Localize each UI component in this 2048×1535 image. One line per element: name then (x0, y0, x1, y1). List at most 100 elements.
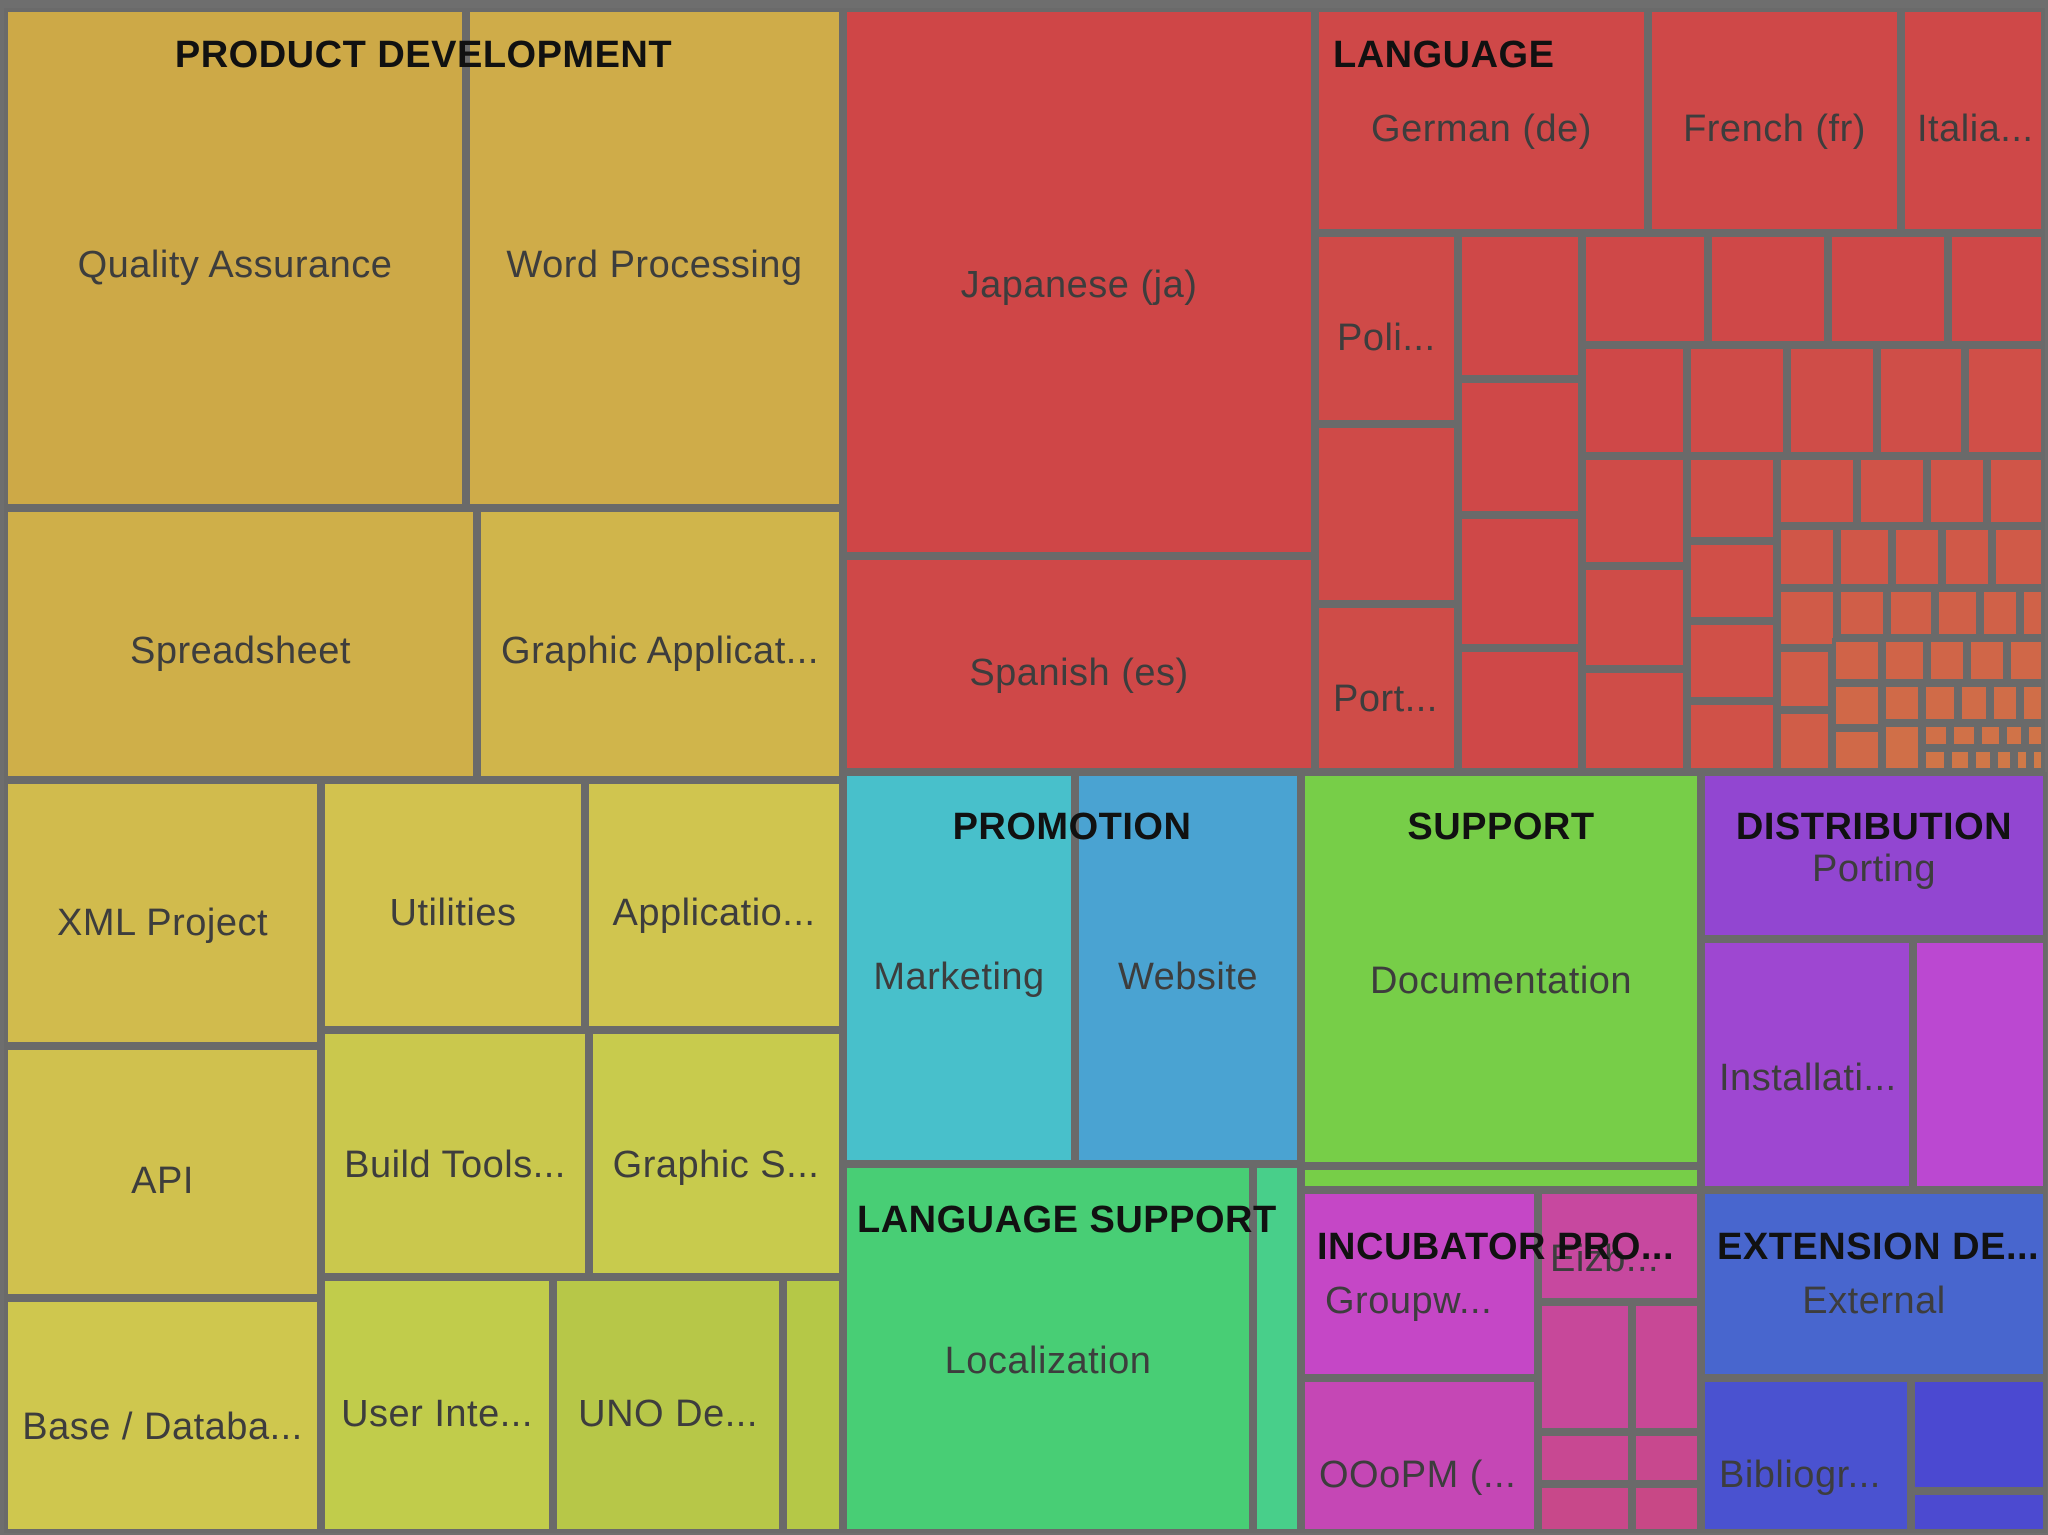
treemap-cell-external[interactable]: External (1701, 1190, 2047, 1378)
treemap-cell-language-minor[interactable] (1687, 621, 1777, 701)
treemap-cell-language-minor[interactable] (2007, 638, 2045, 683)
treemap-cell-support-minor[interactable] (1301, 1166, 1701, 1190)
treemap-cell-language-minor[interactable] (1922, 748, 1948, 772)
treemap-cell-german-de[interactable]: German (de) (1315, 8, 1648, 233)
treemap-cell-language-minor[interactable] (1832, 683, 1882, 728)
treemap-cell-marketing[interactable]: Marketing (843, 772, 1075, 1164)
treemap-cell-language-minor[interactable] (2025, 723, 2045, 748)
treemap-cell-language-minor[interactable] (1882, 638, 1927, 683)
treemap-cell-ooopm[interactable]: OOoPM (... (1301, 1378, 1538, 1533)
treemap-cell-language-minor[interactable] (2020, 683, 2045, 723)
treemap-cell-language-minor[interactable] (1687, 456, 1777, 541)
treemap-cell-japanese-ja[interactable]: Japanese (ja) (843, 8, 1315, 556)
treemap-cell-incubator-minor[interactable] (1632, 1484, 1701, 1533)
treemap-cell-language-minor[interactable] (2020, 588, 2045, 638)
treemap-cell-language-minor[interactable] (1987, 456, 2045, 526)
treemap-cell-utilities[interactable]: Utilities (321, 780, 585, 1030)
treemap-cell-language-minor[interactable] (1458, 648, 1582, 772)
treemap-cell-language-minor[interactable] (1458, 379, 1582, 515)
treemap-cell-build-tools[interactable]: Build Tools... (321, 1030, 589, 1277)
treemap-cell-uno-de[interactable]: UNO De... (553, 1277, 783, 1533)
treemap-cell-language-minor[interactable] (1777, 710, 1832, 772)
treemap-cell-language-minor[interactable] (1828, 233, 1948, 345)
treemap-cell-language-minor[interactable] (1315, 424, 1458, 604)
treemap-cell-language-minor[interactable] (1992, 526, 2045, 588)
treemap-cell-graphic-applicat[interactable]: Graphic Applicat... (477, 508, 843, 780)
treemap-cell-language-minor[interactable] (1458, 515, 1582, 648)
treemap-cell-language-minor[interactable] (1458, 233, 1582, 379)
treemap-cell-language-minor[interactable] (1994, 748, 2014, 772)
treemap-cell-cell[interactable] (783, 1277, 843, 1533)
treemap-cell-spanish-es[interactable]: Spanish (es) (843, 556, 1315, 772)
treemap-cell-language-minor[interactable] (1582, 456, 1687, 566)
treemap-cell-spreadsheet[interactable]: Spreadsheet (4, 508, 477, 780)
treemap-cell-cell[interactable] (1911, 1378, 2047, 1491)
treemap-cell-poli[interactable]: Poli... (1315, 233, 1458, 424)
treemap-cell-language-minor[interactable] (1777, 456, 1857, 526)
treemap-cell-localization[interactable]: Localization (843, 1164, 1253, 1533)
treemap-cell-language-minor[interactable] (1832, 728, 1882, 772)
treemap-cell-language-minor[interactable] (1582, 345, 1687, 456)
treemap-cell-cell[interactable] (1913, 939, 2047, 1190)
treemap-cell-base-databa[interactable]: Base / Databa... (4, 1298, 321, 1533)
treemap-cell-language-minor[interactable] (1948, 233, 2045, 345)
treemap-cell-language-minor[interactable] (1958, 683, 1990, 723)
treemap-cell-language-minor[interactable] (1887, 588, 1935, 638)
treemap-cell-language-minor[interactable] (1787, 345, 1877, 456)
treemap-cell-language-minor[interactable] (2003, 723, 2025, 748)
treemap-cell-eizb[interactable]: Eizb... (1538, 1190, 1701, 1302)
treemap-cell-language-minor[interactable] (1582, 566, 1687, 669)
treemap-cell-api[interactable]: API (4, 1046, 321, 1298)
treemap-cell-quality-assurance[interactable]: Quality Assurance (4, 8, 466, 508)
treemap-cell-language-minor[interactable] (1922, 723, 1950, 748)
treemap-cell-documentation[interactable]: Documentation (1301, 772, 1701, 1166)
treemap-cell-incubator-minor[interactable] (1632, 1302, 1701, 1432)
treemap-cell-language-minor[interactable] (1857, 456, 1927, 526)
treemap-cell-language-minor[interactable] (1582, 669, 1687, 772)
treemap-cell-language-minor[interactable] (1882, 683, 1922, 723)
treemap-cell-language-minor[interactable] (1942, 526, 1992, 588)
treemap-cell-language-minor[interactable] (1777, 526, 1837, 588)
treemap-cell-language-minor[interactable] (1687, 701, 1777, 772)
treemap-cell-italia[interactable]: Italia... (1901, 8, 2045, 233)
treemap-cell-installati[interactable]: Installati... (1701, 939, 1913, 1190)
treemap-cell-bibliogr[interactable]: Bibliogr... (1701, 1378, 1911, 1533)
treemap-cell-incubator-minor[interactable] (1632, 1432, 1701, 1484)
treemap-cell-language-minor[interactable] (1837, 588, 1887, 638)
treemap-cell-language-minor[interactable] (1687, 345, 1787, 456)
treemap-cell-language-minor[interactable] (1927, 638, 1967, 683)
treemap-cell-language-minor[interactable] (1777, 648, 1832, 710)
treemap-cell-language-minor[interactable] (1882, 723, 1922, 772)
treemap-cell-language-minor[interactable] (2014, 748, 2030, 772)
treemap-cell-language-minor[interactable] (1832, 638, 1882, 683)
treemap-cell-website[interactable]: Website (1075, 772, 1301, 1164)
treemap-cell-language-minor[interactable] (1777, 588, 1837, 648)
treemap-cell-incubator-minor[interactable] (1538, 1432, 1632, 1484)
treemap-cell-extension-minor[interactable] (1911, 1491, 2047, 1533)
treemap-cell-language-minor[interactable] (1582, 233, 1708, 345)
treemap-cell-language-minor[interactable] (1978, 723, 2003, 748)
treemap-cell-language-minor[interactable] (1972, 748, 1994, 772)
treemap-cell-language-minor[interactable] (1950, 723, 1978, 748)
treemap-cell-word-processing[interactable]: Word Processing (466, 8, 843, 508)
treemap-cell-language-minor[interactable] (1980, 588, 2020, 638)
treemap-cell-xml-project[interactable]: XML Project (4, 780, 321, 1046)
treemap-cell-incubator-minor[interactable] (1538, 1484, 1632, 1533)
treemap-cell-language-minor[interactable] (1922, 683, 1958, 723)
treemap-cell-porting[interactable]: Porting (1701, 772, 2047, 939)
treemap-cell-language-minor[interactable] (1948, 748, 1972, 772)
treemap-cell-language-minor[interactable] (1877, 345, 1965, 456)
treemap-cell-language-minor[interactable] (1990, 683, 2020, 723)
treemap-cell-port[interactable]: Port... (1315, 604, 1458, 772)
treemap-cell-language-minor[interactable] (1935, 588, 1980, 638)
treemap-cell-language-minor[interactable] (1708, 233, 1828, 345)
treemap-cell-language-minor[interactable] (1892, 526, 1942, 588)
treemap-cell-language-minor[interactable] (1837, 526, 1892, 588)
treemap-cell-graphic-s[interactable]: Graphic S... (589, 1030, 843, 1277)
treemap-cell-language-minor[interactable] (2030, 748, 2045, 772)
treemap-cell-language-minor[interactable] (1687, 541, 1777, 621)
treemap-cell-language-minor[interactable] (1927, 456, 1987, 526)
treemap-cell-user-inte[interactable]: User Inte... (321, 1277, 553, 1533)
treemap-cell-groupw[interactable]: Groupw... (1301, 1190, 1538, 1378)
treemap-cell-applicatio[interactable]: Applicatio... (585, 780, 843, 1030)
